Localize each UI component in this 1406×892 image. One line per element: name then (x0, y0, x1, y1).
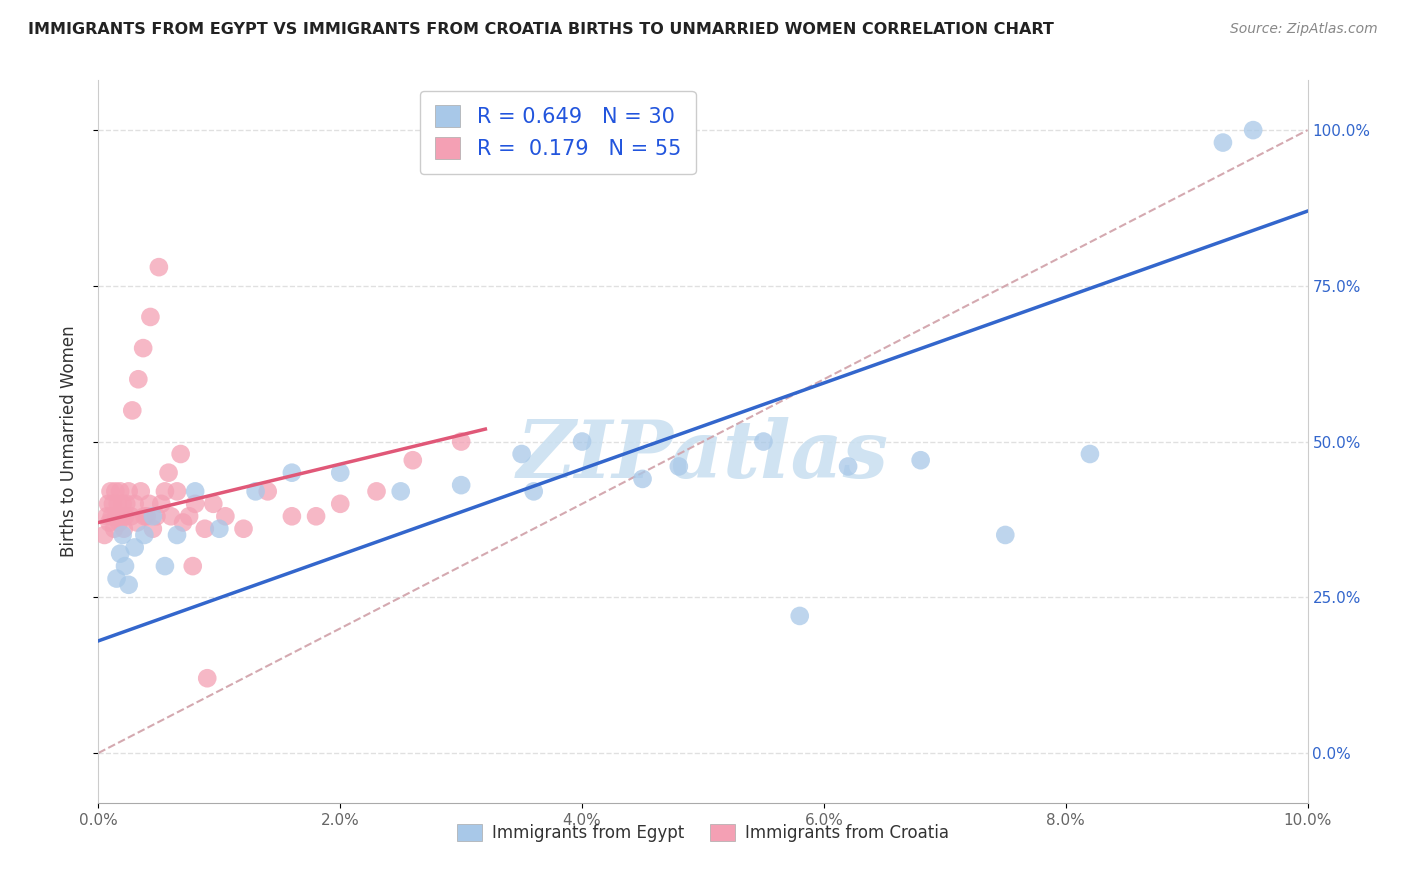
Point (232, 522, 254, 536)
Point (510, 447, 533, 461)
Legend: Immigrants from Egypt, Immigrants from Croatia: Immigrants from Egypt, Immigrants from C… (451, 817, 955, 848)
Point (1241, 123, 1264, 137)
Text: ZIPatlas: ZIPatlas (517, 417, 889, 495)
Point (1078, 447, 1101, 461)
Point (139, 310, 162, 324)
Point (120, 509, 142, 524)
Point (108, 484, 131, 499)
Point (166, 484, 188, 499)
Point (153, 484, 176, 499)
Point (148, 260, 170, 274)
Point (208, 522, 231, 536)
Point (132, 341, 155, 355)
Point (837, 459, 859, 474)
Point (100, 509, 122, 524)
Point (118, 484, 141, 499)
Point (184, 484, 207, 499)
Point (160, 509, 183, 524)
Point (281, 509, 304, 524)
Point (194, 522, 217, 536)
Point (114, 509, 136, 524)
Point (142, 522, 165, 536)
Point (127, 516, 149, 530)
Point (157, 466, 180, 480)
Point (150, 497, 173, 511)
Point (93, 528, 115, 542)
Point (668, 459, 690, 474)
Point (329, 497, 352, 511)
Point (127, 372, 149, 386)
Point (100, 484, 122, 499)
Point (124, 541, 146, 555)
Point (994, 528, 1017, 542)
Point (631, 472, 654, 486)
Point (108, 547, 131, 561)
Point (145, 509, 167, 524)
Point (366, 484, 388, 499)
Point (98, 516, 121, 530)
Point (135, 509, 157, 524)
Point (179, 509, 201, 524)
Point (329, 466, 352, 480)
Point (112, 522, 135, 536)
Point (111, 497, 134, 511)
Point (752, 434, 775, 449)
Point (305, 509, 328, 524)
Point (134, 528, 156, 542)
Point (105, 572, 128, 586)
Point (571, 434, 593, 449)
Point (402, 453, 425, 467)
Point (195, 671, 218, 685)
Point (97, 497, 120, 511)
Point (166, 528, 188, 542)
Point (214, 509, 236, 524)
Point (101, 497, 124, 511)
Point (115, 497, 138, 511)
Point (789, 609, 811, 624)
Point (256, 484, 278, 499)
Point (107, 497, 129, 511)
Point (202, 497, 225, 511)
Y-axis label: Births to Unmarried Women: Births to Unmarried Women (59, 326, 77, 558)
Text: IMMIGRANTS FROM EGYPT VS IMMIGRANTS FROM CROATIA BIRTHS TO UNMARRIED WOMEN CORRE: IMMIGRANTS FROM EGYPT VS IMMIGRANTS FROM… (28, 22, 1054, 37)
Point (389, 484, 412, 499)
Point (523, 484, 546, 499)
Point (104, 484, 127, 499)
Point (108, 516, 131, 530)
Point (450, 478, 472, 492)
Point (450, 434, 472, 449)
Point (142, 509, 165, 524)
Point (129, 484, 152, 499)
Point (138, 497, 160, 511)
Point (245, 484, 267, 499)
Point (121, 403, 143, 417)
Point (1212, 136, 1234, 150)
Point (114, 559, 136, 574)
Point (124, 497, 146, 511)
Point (181, 559, 204, 574)
Point (96, 509, 118, 524)
Point (169, 447, 191, 461)
Point (281, 466, 304, 480)
Point (111, 528, 134, 542)
Point (110, 509, 132, 524)
Point (105, 509, 128, 524)
Point (184, 497, 207, 511)
Point (134, 509, 156, 524)
Point (153, 559, 176, 574)
Text: Source: ZipAtlas.com: Source: ZipAtlas.com (1230, 22, 1378, 37)
Point (118, 578, 141, 592)
Point (910, 453, 932, 467)
Point (103, 522, 125, 536)
Point (172, 516, 194, 530)
